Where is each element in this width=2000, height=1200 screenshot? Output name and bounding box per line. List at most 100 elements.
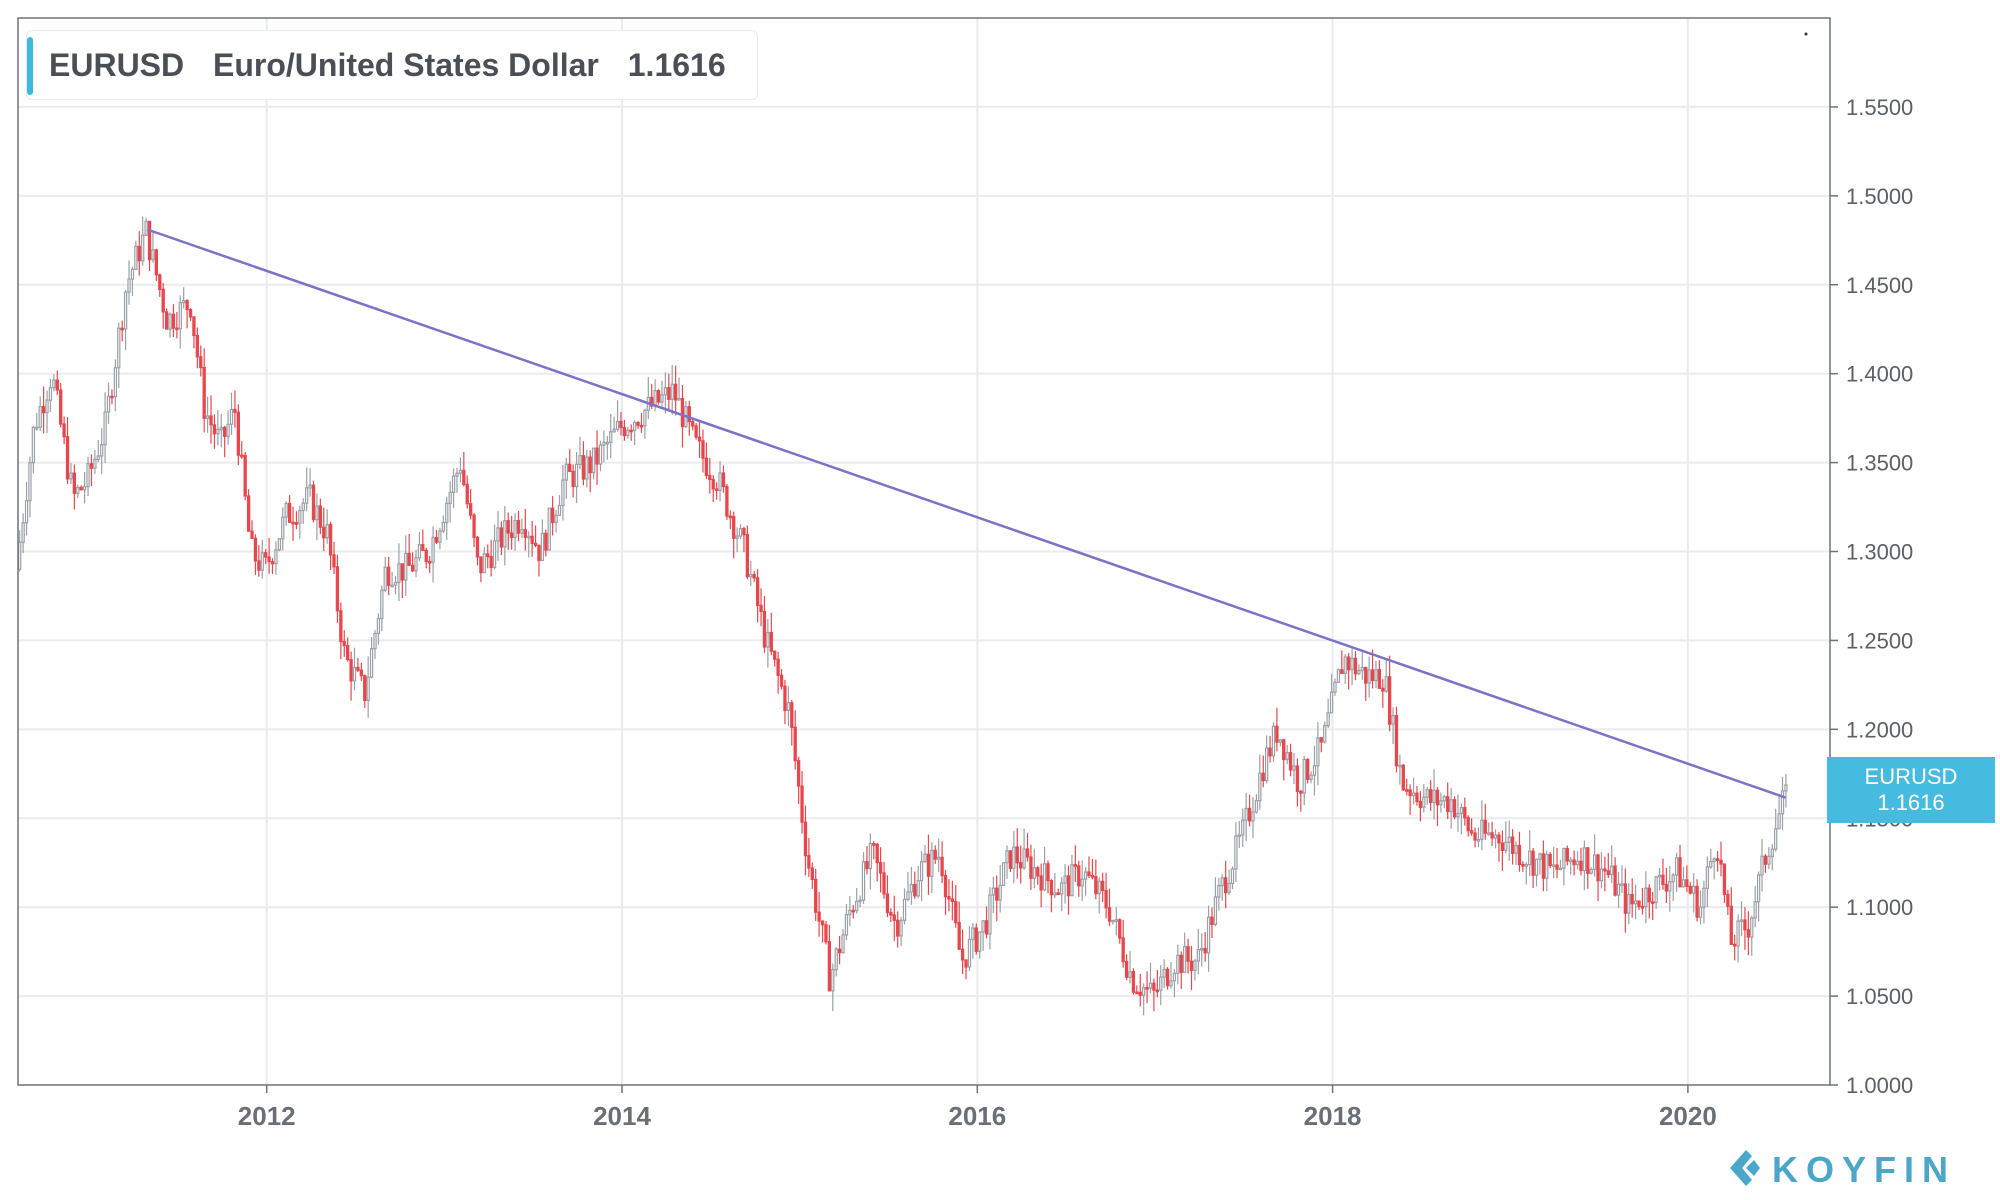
candle-up [1254,800,1259,813]
candle-down [629,429,633,433]
candle-up [127,278,131,293]
candle-up [1712,858,1716,863]
candle-up [1760,855,1764,876]
candle-up [1705,866,1710,889]
candle-up [1169,980,1173,987]
candle-down [878,861,883,874]
legend-instrument-name: Euro/United States Dollar [213,47,599,83]
candle-down [311,484,316,521]
candle-up [216,428,220,435]
candle-up [315,505,319,521]
candle-down [1623,883,1628,914]
candle-up [923,853,927,863]
candle-down [537,544,541,562]
candle-down [59,389,63,425]
candle-down [1630,893,1634,905]
candle-down [346,645,350,661]
candle-up [1053,892,1057,896]
y-tick-label: 1.3000 [1846,540,1913,565]
candle-up [1196,949,1200,962]
candle-down [1637,900,1641,908]
legend-text: EURUSD Euro/United States Dollar 1.1616 [49,47,746,84]
candle-down [1572,859,1576,866]
grid-layer [18,18,1830,1085]
candle-down [339,610,343,643]
candle-up [178,302,182,330]
candle-down [636,421,640,427]
candle-down [793,726,797,762]
candle-up [45,399,49,414]
candle-up [902,898,907,921]
candle-down [1555,864,1559,870]
candle-down [1678,857,1682,888]
trendline[interactable] [147,228,1786,799]
candle-down [1087,871,1091,877]
legend-symbol[interactable]: EURUSD [49,47,185,83]
candle-up [123,291,128,330]
candle-down [407,552,411,566]
candle-up [1264,747,1269,782]
koyfin-chevron-icon [1726,1148,1766,1197]
candle-down [851,909,855,913]
candle-down [1036,867,1040,877]
candle-up [1534,858,1539,876]
candle-down [465,483,469,505]
candle-up [431,536,435,563]
candle-up [1183,946,1187,973]
candle-up [1558,867,1563,871]
candle-down [1497,834,1501,844]
candle-up [182,300,186,304]
candle-up [1172,972,1177,982]
candle-down [875,843,879,864]
candle-down [1517,844,1522,866]
candle-down [1531,850,1535,876]
candle-down [807,855,811,869]
candle-down [1401,764,1405,791]
candle-up [574,463,579,488]
candle-up [1524,864,1528,867]
candle-down [1596,854,1600,882]
candle-down [773,650,777,660]
candle-up [1323,724,1327,743]
candle-down [1039,875,1043,891]
candle-down [55,379,59,391]
candle-down [1121,937,1125,963]
candle-up [458,469,463,474]
candle-down [1340,669,1344,674]
candle-up [1780,790,1785,815]
candle-down [291,521,295,525]
candle-down [110,395,114,399]
y-tick-label: 1.3500 [1846,451,1913,476]
candle-up [1398,764,1402,768]
candle-up [909,883,914,893]
candle-down [827,941,832,992]
candle-down [1746,929,1751,938]
candle-up [1278,739,1282,743]
candle-down [400,563,404,581]
candle-up [1220,877,1224,887]
candle-down [1282,739,1286,761]
candle-down [499,527,504,548]
candle-up [848,909,852,916]
candle-down [1247,807,1252,822]
candle-up [445,502,449,524]
candle-up [113,367,118,398]
candle-down [1640,905,1645,909]
candle-up [1312,765,1317,776]
candle-down [1548,853,1552,867]
candle-up [1736,920,1740,947]
y-tick-label: 1.5000 [1846,184,1913,209]
candle-up [598,444,603,465]
candle-down [72,472,77,494]
candle-down [164,311,169,330]
x-tick-label: 2020 [1659,1101,1717,1131]
candle-down [1210,916,1214,926]
candle-down [1364,666,1368,684]
x-tick-label: 2018 [1304,1101,1362,1131]
candle-up [786,702,791,712]
candle-up [1060,882,1064,895]
candle-down [506,520,510,534]
candle-up [612,428,616,433]
candle-up [1083,871,1088,880]
